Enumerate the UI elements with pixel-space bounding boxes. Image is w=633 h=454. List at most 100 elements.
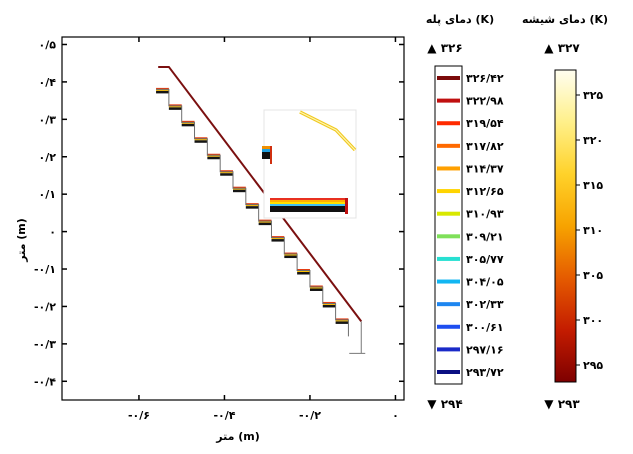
x-axis-ticks: -۰/۶ -۰/۴ -۰/۲ ۰ bbox=[128, 37, 399, 422]
legend-stair-max: ▲ ۳۲۶ bbox=[427, 41, 462, 55]
legend-glass-temperature: دمای شیشه (K) ▲ ۳۲۷ ۳۲۵ ۳۲۰ ۳۱۵ ۳۱۰ ۳۰۵ ۳۰۰ ۲۹… bbox=[522, 13, 608, 411]
legend-stair-swatch bbox=[437, 234, 460, 239]
x-tick-label: ۰ bbox=[392, 409, 399, 422]
legend-glass-min: ▼ ۲۹۳ bbox=[544, 397, 580, 411]
y-tick-label: -۰/۱ bbox=[34, 263, 56, 276]
legend-stair-tick: ۳۰۰/۶۱ bbox=[466, 321, 504, 334]
stair-tread-hot bbox=[245, 203, 259, 205]
legend-glass-tick: ۳۲۵ bbox=[583, 89, 603, 102]
stair-tread-hot bbox=[284, 252, 298, 255]
legend-stair-swatch bbox=[437, 302, 460, 307]
legend-glass-scale: ۳۲۵ ۳۲۰ ۳۱۵ ۳۱۰ ۳۰۵ ۳۰۰ ۲۹۵ bbox=[576, 89, 603, 372]
x-axis-title: متر (m) bbox=[215, 430, 260, 443]
legend-stair-tick: ۳۰۲/۳۳ bbox=[466, 298, 504, 311]
stair-tread-edge bbox=[297, 272, 310, 275]
stair-tread-hot bbox=[335, 318, 349, 320]
stair-tread-warm bbox=[335, 319, 349, 322]
y-axis-title: متر (m) bbox=[15, 218, 28, 263]
legend-glass-tick: ۳۱۵ bbox=[583, 179, 603, 192]
legend-stair-tick: ۲۹۷/۱۶ bbox=[466, 343, 504, 356]
roof-line bbox=[158, 65, 363, 323]
stair-tread-edge bbox=[168, 107, 182, 110]
stair-tread-hot bbox=[207, 153, 221, 156]
stair-tread-edge bbox=[335, 321, 349, 324]
stair-tread-hot bbox=[271, 236, 285, 238]
legend-stair-tick: ۳۱۲/۶۵ bbox=[466, 185, 504, 198]
legend-stair-tick: ۳۱۹/۵۴ bbox=[466, 117, 504, 130]
stair-outline bbox=[156, 88, 349, 337]
legend-stair-tick: ۳۰۴/۰۵ bbox=[466, 276, 504, 289]
stair-tread-hot bbox=[168, 104, 182, 106]
y-tick-label: ۰ bbox=[49, 226, 56, 239]
stair-tread-hot bbox=[258, 219, 272, 222]
stair-tread-hot bbox=[309, 285, 323, 287]
y-tick-label: ۰/۵ bbox=[39, 38, 57, 51]
stair-tread-edge bbox=[207, 156, 221, 160]
legend-glass-tick: ۲۹۵ bbox=[583, 359, 603, 372]
stair-tread-hot bbox=[233, 186, 246, 189]
stair-tread-hot bbox=[194, 137, 208, 139]
legend-stair-temperature: دمای پله (K) ▲ ۳۲۶ ۳۲۶/۴۲ ۳۲۲/۹۸ ۳۱۹/۵۴ ۳۱۷… bbox=[426, 13, 504, 411]
legend-stair-scale: ۳۲۶/۴۲ ۳۲۲/۹۸ ۳۱۹/۵۴ ۳۱۷/۸۲ ۳۱۴/۳۷ ۳۱۲/۶۵ ۳۱۰/… bbox=[437, 72, 504, 379]
staircase bbox=[156, 87, 349, 337]
stair-tread-edge bbox=[233, 189, 246, 193]
legend-glass-tick: ۳۱۰ bbox=[583, 224, 603, 237]
legend-stair-tick: ۳۱۷/۸۲ bbox=[466, 140, 504, 153]
stair-tread-warm bbox=[284, 254, 298, 256]
legend-stair-swatch bbox=[437, 76, 460, 80]
y-tick-label: ۰/۲ bbox=[39, 151, 57, 164]
y-tick-label: ۰/۴ bbox=[39, 76, 57, 89]
legend-stair-swatch bbox=[437, 211, 460, 216]
legend-glass-tick: ۳۰۵ bbox=[583, 269, 603, 282]
stair-tread-warm bbox=[245, 204, 259, 207]
legend-stair-swatch bbox=[437, 347, 460, 352]
stair-tread-edge bbox=[309, 288, 323, 291]
legend-stair-min: ▼ ۲۹۴ bbox=[427, 397, 462, 411]
legend-stair-tick: ۳۰۵/۷۷ bbox=[466, 253, 504, 266]
legend-glass-tick: ۳۲۰ bbox=[583, 134, 603, 147]
legend-stair-tick: ۲۹۳/۷۲ bbox=[466, 366, 504, 379]
stair-tread-warm bbox=[220, 171, 233, 174]
legend-glass-title: دمای شیشه (K) bbox=[522, 13, 608, 26]
stair-tread-hot bbox=[181, 120, 195, 123]
legend-stair-swatch bbox=[437, 370, 460, 374]
legend-stair-tick: ۳۰۹/۲۱ bbox=[466, 230, 504, 243]
stair-tread-warm bbox=[181, 122, 195, 124]
legend-stair-tick: ۳۱۰/۹۳ bbox=[466, 208, 504, 221]
x-tick-label: -۰/۴ bbox=[213, 409, 235, 422]
stair-tread-hot bbox=[220, 170, 233, 172]
legend-stair-swatch bbox=[437, 279, 460, 284]
inset-zoom bbox=[262, 109, 357, 219]
x-tick-label: -۰/۶ bbox=[128, 409, 150, 422]
x-tick-label: -۰/۲ bbox=[299, 409, 321, 422]
stair-tread-warm bbox=[233, 188, 246, 190]
legend-glass-max: ▲ ۳۲۷ bbox=[544, 41, 580, 55]
stair-tread-warm bbox=[258, 221, 272, 223]
stair-tread-warm bbox=[309, 286, 323, 289]
legend-stair-swatch bbox=[437, 324, 460, 329]
y-tick-label: -۰/۳ bbox=[34, 338, 56, 351]
legend-stair-swatch bbox=[437, 256, 460, 261]
stair-tread-edge bbox=[271, 239, 285, 242]
stair-tread-warm bbox=[271, 237, 285, 240]
y-tick-label: -۰/۲ bbox=[34, 300, 56, 313]
stair-tread-warm bbox=[207, 155, 221, 157]
legend-stair-swatch bbox=[437, 143, 460, 148]
legend-stair-swatch bbox=[437, 189, 460, 194]
stair-tread-edge bbox=[181, 123, 195, 127]
y-tick-label: ۰/۳ bbox=[39, 113, 57, 126]
stair-tread-warm bbox=[156, 89, 169, 91]
y-tick-label: -۰/۴ bbox=[34, 375, 56, 388]
stair-tread-hot bbox=[156, 87, 169, 90]
stair-tread-edge bbox=[194, 140, 208, 143]
y-tick-label: ۰/۱ bbox=[39, 188, 56, 201]
stair-tread-warm bbox=[322, 303, 336, 305]
legend-stair-title: دمای پله (K) bbox=[426, 13, 494, 26]
stair-tread-warm bbox=[194, 138, 208, 141]
stair-tread-edge bbox=[220, 173, 233, 176]
legend-stair-swatch bbox=[437, 121, 460, 126]
legend-stair-tick: ۳۲۲/۹۸ bbox=[466, 95, 504, 108]
stair-tread-warm bbox=[168, 105, 182, 108]
stair-tread-edge bbox=[156, 90, 169, 94]
